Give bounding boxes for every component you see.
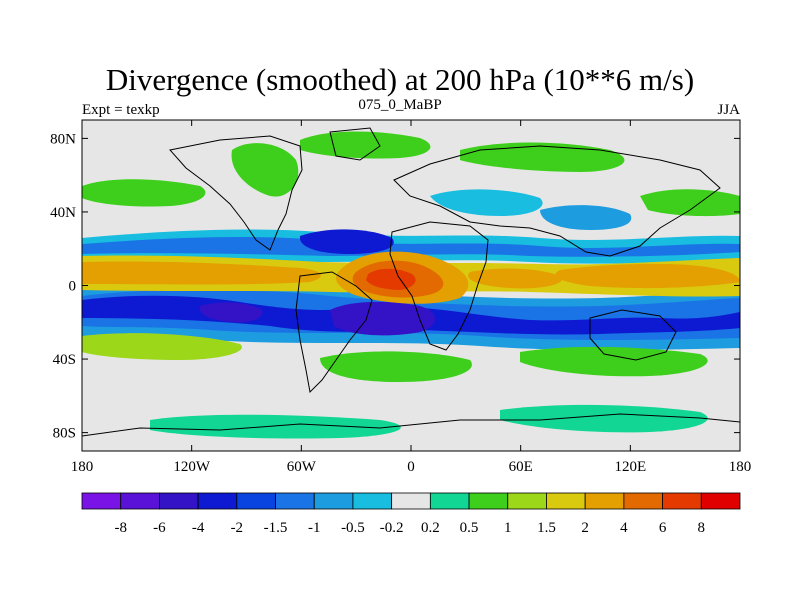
- y-tick-label: 80S: [53, 426, 76, 442]
- colorbar-swatch: [313, 492, 354, 510]
- convergence-core-atlantic: [330, 301, 435, 336]
- colorbar-label: -6: [153, 520, 166, 536]
- x-tick-label: 60E: [509, 459, 533, 475]
- colorbar-swatch: [662, 492, 702, 510]
- colorbar-swatch: [700, 492, 741, 510]
- y-tick-label: 80N: [50, 131, 76, 147]
- colorbar-swatch: [623, 492, 663, 510]
- colorbar-label: 0.5: [460, 520, 479, 536]
- colorbar-swatch: [120, 492, 160, 510]
- positive-patch-antarctic: [500, 404, 708, 433]
- colorbar-label: 0.2: [421, 520, 440, 536]
- y-tick-label: 40S: [53, 352, 76, 368]
- coastline-north-america: [169, 135, 303, 251]
- y-axis: 80N 40N 0 40S 80S: [50, 131, 740, 442]
- colorbar-label: 1.5: [537, 520, 556, 536]
- colorbar-swatch: [429, 492, 470, 510]
- negative-patch-n-atlantic: [430, 189, 543, 216]
- positive-patch-s-pacific: [82, 333, 242, 360]
- run-label: 075_0_MaBP: [358, 97, 442, 113]
- positive-patch-north-america: [231, 143, 299, 197]
- y-tick-label: 0: [69, 279, 77, 295]
- y-tick-label: 40N: [50, 205, 76, 221]
- colorbar-label: 2: [581, 520, 589, 536]
- coastlines: [82, 127, 740, 437]
- divergence-field: [82, 131, 740, 439]
- divergence-west-pacific: [468, 268, 562, 289]
- coastline-australia: [589, 309, 677, 361]
- divergence-band-equator-inner: [82, 261, 321, 285]
- positive-patch-europe: [300, 131, 431, 159]
- convergence-band-north-core: [82, 237, 740, 257]
- colorbar-label: -0.5: [341, 520, 365, 536]
- plot-area: 180 120W 60W 0 60E 120E 180 80N 40N 0 40S 80S: [50, 119, 752, 475]
- colorbar-label: -8: [114, 520, 127, 536]
- positive-patch-southern-ocean: [150, 414, 401, 439]
- coastline-eurasia: [393, 145, 721, 257]
- colorbar-swatch: [468, 492, 509, 510]
- colorbar-swatch: [391, 492, 431, 510]
- colorbar-label: -2: [231, 520, 244, 536]
- colorbar-label: 1: [504, 520, 512, 536]
- colorbar-label: 6: [659, 520, 667, 536]
- positive-patch-s-atlantic: [320, 351, 472, 382]
- colorbar-label: 4: [620, 520, 628, 536]
- positive-patch-n-pacific: [640, 189, 740, 217]
- x-tick-label: 120W: [173, 459, 211, 475]
- convergence-core-pacific: [199, 302, 263, 323]
- divergence-east-pacific: [555, 263, 740, 289]
- colorbar-swatch: [352, 492, 393, 510]
- colorbar-label: -1.5: [264, 520, 288, 536]
- colorbar-label: -4: [192, 520, 205, 536]
- coastline-africa: [389, 221, 489, 351]
- colorbar-swatch: [81, 492, 122, 510]
- convergence-north-atlantic: [299, 229, 394, 254]
- chart-title: Divergence (smoothed) at 200 hPa (10**6 …: [105, 62, 695, 97]
- experiment-label: Expt = texkp: [82, 102, 160, 118]
- positive-patch-s-indian: [520, 346, 708, 377]
- coastline-antarctica: [82, 413, 740, 437]
- x-tick-label: 60W: [287, 459, 317, 475]
- colorbar-swatch: [275, 492, 315, 510]
- colorbar: -8 -6 -4 -2 -1.5 -1 -0.5 -0.2 0.2 0.5 1 1.5 2 4 6 8: [81, 492, 741, 536]
- coastline-greenland: [329, 127, 381, 161]
- colorbar-label: -0.2: [380, 520, 404, 536]
- x-tick-label: 180: [729, 459, 752, 475]
- x-tick-label: 180: [71, 459, 94, 475]
- colorbar-label: -1: [308, 520, 321, 536]
- colorbar-swatch: [236, 492, 276, 510]
- positive-patch-asia: [460, 142, 625, 172]
- negative-patch-asia: [540, 205, 632, 230]
- positive-patch-nw-pacific: [82, 179, 206, 207]
- colorbar-label: 8: [698, 520, 706, 536]
- colorbar-swatch: [546, 492, 586, 510]
- x-axis: 180 120W 60W 0 60E 120E 180: [71, 120, 752, 475]
- x-tick-label: 120E: [614, 459, 646, 475]
- divergence-atlantic-peak: [366, 268, 416, 290]
- colorbar-swatch: [159, 492, 199, 510]
- x-tick-label: 0: [407, 459, 415, 475]
- colorbar-swatch: [584, 492, 625, 510]
- colorbar-swatch: [507, 492, 547, 510]
- coastline-south-america: [295, 271, 373, 394]
- colorbar-swatch: [197, 492, 238, 510]
- season-label: JJA: [717, 102, 740, 118]
